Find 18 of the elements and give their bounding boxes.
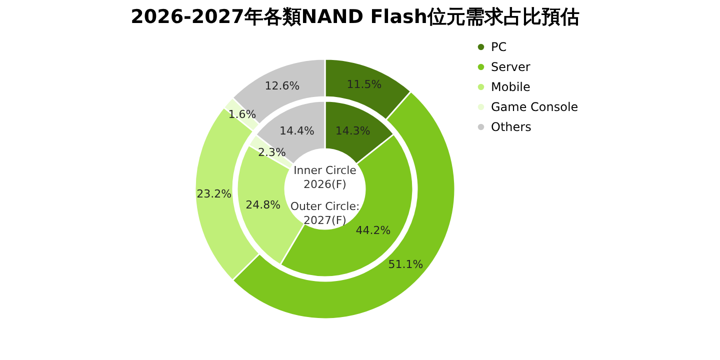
text: Inner Circle 2026(F) — [294, 164, 357, 191]
data-label: 44.2% — [356, 224, 391, 238]
data-label: 14.3% — [335, 124, 370, 138]
data-label: 51.1% — [388, 258, 424, 272]
data-label: 12.6% — [264, 80, 300, 93]
text: Outer Circle: 2027(F) — [290, 200, 360, 227]
legend-label: PC — [491, 40, 507, 54]
data-label: 11.5% — [346, 78, 382, 92]
legend-label: Server — [491, 60, 530, 74]
data-label: 23.2% — [196, 188, 232, 201]
data-label: 1.6% — [228, 108, 256, 122]
legend-label: Mobile — [491, 80, 530, 94]
data-label: 2.3% — [258, 146, 286, 160]
data-label: 24.8% — [246, 198, 281, 212]
chart-title: 2026-2027年各類NAND Flash位元需求占比預估 — [130, 6, 580, 28]
data-label: 14.4% — [280, 124, 314, 138]
legend-label: Others — [491, 120, 532, 134]
legend-label: Game Console — [491, 100, 578, 114]
